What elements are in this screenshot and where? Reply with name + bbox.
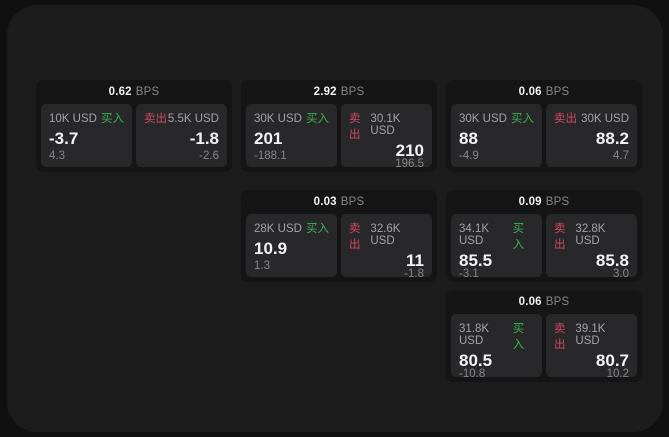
buy-label: 买入: [101, 113, 124, 125]
sell-label: 卖出: [349, 223, 361, 251]
buy-pnl: -188.1: [254, 149, 287, 162]
buy-price: 80.5: [459, 351, 493, 370]
buy-panel[interactable]: 28K USD 买入 10.9 1.3: [246, 214, 337, 277]
quote-card: 2.92 BPS 30K USD 买入 201 -188.1 卖出 30.1K …: [241, 80, 437, 172]
bps-unit-label: BPS: [545, 296, 570, 308]
buy-label: 买入: [306, 113, 329, 125]
sell-pnl: 196.5: [395, 158, 424, 170]
buy-amount: 10K USD: [49, 113, 97, 125]
sell-price: 11: [406, 251, 424, 270]
buy-panel[interactable]: 31.8K USD 买入 80.5 -10.8: [451, 314, 542, 380]
buy-pnl: -4.9: [459, 149, 479, 162]
sell-panel[interactable]: 卖出 39.1K USD 80.7 10.2: [546, 314, 637, 380]
sell-pnl: 4.7: [613, 149, 629, 162]
bps-unit-label: BPS: [545, 86, 570, 98]
sell-pnl: 3.0: [613, 268, 629, 280]
sell-amount: 30K USD: [581, 113, 629, 125]
quote-card: 0.03 BPS 28K USD 买入 10.9 1.3 卖出 32.6K US…: [241, 190, 437, 282]
panels: 28K USD 买入 10.9 1.3 卖出 32.6K USD 11 -1.8: [246, 214, 432, 280]
bps-value: 0.06: [518, 296, 542, 308]
sell-label: 卖出: [554, 223, 566, 251]
bps-unit-label: BPS: [135, 86, 160, 98]
buy-price: 201: [254, 128, 283, 148]
sell-amount: 32.8K USD: [575, 223, 606, 247]
quote-card: 0.06 BPS 30K USD 买入 88 -4.9 卖出 30K USD 8…: [446, 80, 642, 172]
sell-price: 210: [395, 141, 424, 160]
sell-amount: 32.6K USD: [370, 223, 401, 247]
bps-value: 0.06: [518, 86, 542, 98]
card-header: 2.92 BPS: [246, 80, 432, 104]
sell-pnl: -2.6: [199, 149, 219, 162]
sell-price: 80.7: [595, 351, 629, 370]
sell-panel[interactable]: 卖出 32.8K USD 85.8 3.0: [546, 214, 637, 280]
card-header: 0.06 BPS: [451, 80, 637, 104]
sell-pnl: -1.8: [404, 268, 424, 280]
buy-price: 88: [459, 128, 478, 148]
buy-amount: 30K USD: [254, 113, 302, 125]
sell-panel[interactable]: 卖出 32.6K USD 11 -1.8: [341, 214, 432, 280]
sell-amount: 5.5K USD: [167, 113, 219, 125]
buy-amount: 34.1K USD: [459, 223, 490, 247]
buy-amount: 30K USD: [459, 113, 507, 125]
buy-pnl: 4.3: [49, 149, 65, 162]
bps-value: 0.62: [108, 86, 132, 98]
sell-price: 88.2: [595, 128, 629, 148]
buy-amount: 31.8K USD: [459, 323, 490, 347]
buy-price: 10.9: [254, 238, 288, 258]
panels: 31.8K USD 买入 80.5 -10.8 卖出 39.1K USD 80.…: [451, 314, 637, 380]
panels: 30K USD 买入 88 -4.9 卖出 30K USD 88.2 4.7: [451, 104, 637, 167]
quote-card: 0.06 BPS 31.8K USD 买入 80.5 -10.8 卖出 39.1…: [446, 290, 642, 382]
buy-label: 买入: [511, 113, 534, 125]
panels: 30K USD 买入 201 -188.1 卖出 30.1K USD 210 1…: [246, 104, 432, 170]
buy-pnl: 1.3: [254, 259, 270, 272]
buy-label: 买入: [512, 323, 525, 351]
quote-card: 0.09 BPS 34.1K USD 买入 85.5 -3.1 卖出 32.8K…: [446, 190, 642, 282]
buy-panel[interactable]: 34.1K USD 买入 85.5 -3.1: [451, 214, 542, 280]
sell-pnl: 10.2: [606, 368, 629, 380]
buy-panel[interactable]: 10K USD 买入 -3.7 4.3: [41, 104, 132, 167]
sell-panel[interactable]: 卖出 5.5K USD -1.8 -2.6: [136, 104, 227, 167]
bps-unit-label: BPS: [545, 196, 570, 208]
bps-value: 2.92: [313, 86, 337, 98]
buy-pnl: -10.8: [459, 368, 486, 380]
bps-unit-label: BPS: [340, 86, 365, 98]
panels: 34.1K USD 买入 85.5 -3.1 卖出 32.8K USD 85.8…: [451, 214, 637, 280]
card-header: 0.62 BPS: [41, 80, 227, 104]
buy-pnl: -3.1: [459, 268, 479, 280]
buy-price: 85.5: [459, 251, 493, 270]
sell-label: 卖出: [554, 113, 577, 125]
sell-label: 卖出: [349, 113, 361, 141]
bps-value: 0.09: [518, 196, 542, 208]
buy-panel[interactable]: 30K USD 买入 88 -4.9: [451, 104, 542, 167]
panels: 10K USD 买入 -3.7 4.3 卖出 5.5K USD -1.8 -2.…: [41, 104, 227, 167]
card-header: 0.09 BPS: [451, 190, 637, 214]
sell-price: 85.8: [595, 251, 629, 270]
sell-panel[interactable]: 卖出 30.1K USD 210 196.5: [341, 104, 432, 170]
buy-label: 买入: [512, 223, 525, 251]
buy-label: 买入: [306, 223, 329, 235]
sell-label: 卖出: [554, 323, 566, 351]
buy-price: -3.7: [49, 128, 79, 148]
bps-unit-label: BPS: [340, 196, 365, 208]
card-header: 0.03 BPS: [246, 190, 432, 214]
app-frame: 0.62 BPS 10K USD 买入 -3.7 4.3 卖出 5.5K USD…: [7, 5, 663, 432]
card-header: 0.06 BPS: [451, 290, 637, 314]
buy-panel[interactable]: 30K USD 买入 201 -188.1: [246, 104, 337, 167]
quote-card: 0.62 BPS 10K USD 买入 -3.7 4.3 卖出 5.5K USD…: [36, 80, 232, 172]
sell-price: -1.8: [189, 128, 219, 148]
sell-amount: 39.1K USD: [575, 323, 606, 347]
bps-value: 0.03: [313, 196, 337, 208]
sell-amount: 30.1K USD: [370, 113, 401, 137]
sell-label: 卖出: [144, 113, 167, 125]
sell-panel[interactable]: 卖出 30K USD 88.2 4.7: [546, 104, 637, 167]
buy-amount: 28K USD: [254, 223, 302, 235]
